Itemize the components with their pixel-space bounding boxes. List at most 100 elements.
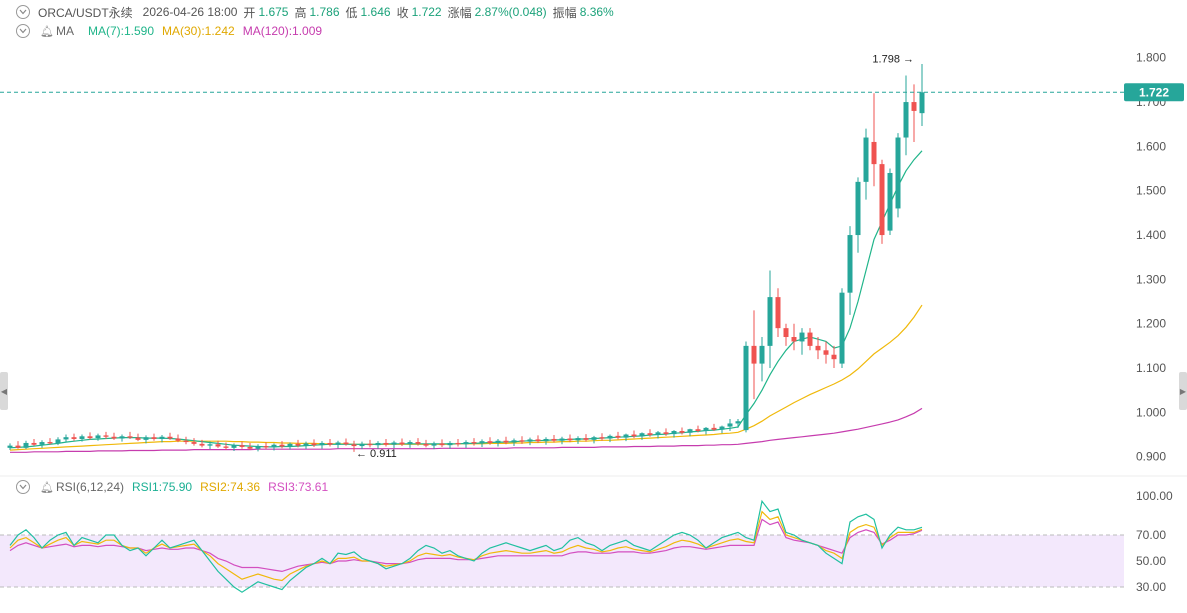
candle-body xyxy=(479,441,485,444)
ma30-line xyxy=(9,304,923,451)
candle-body xyxy=(15,445,21,448)
candle-body xyxy=(543,438,549,442)
candle-body xyxy=(503,440,509,443)
candle-body xyxy=(687,429,693,433)
candle-body xyxy=(911,102,917,111)
candle-body xyxy=(919,92,925,114)
candle-body xyxy=(327,442,333,445)
candle-body xyxy=(359,443,365,447)
candle-body xyxy=(287,443,293,447)
candle-body xyxy=(887,172,893,231)
candle-body xyxy=(767,297,773,346)
candle-body xyxy=(343,442,349,445)
candle-body xyxy=(759,345,765,364)
candle-body xyxy=(583,438,589,440)
candle-body xyxy=(311,443,317,446)
candle-body xyxy=(55,439,61,444)
candle-body xyxy=(111,436,117,439)
candle-body xyxy=(319,442,325,446)
candle-body xyxy=(879,164,885,236)
candle-body xyxy=(527,439,533,442)
candle-body xyxy=(567,438,573,441)
candle-body xyxy=(471,442,477,444)
ma120-line xyxy=(10,407,923,453)
rsi1-line xyxy=(9,499,923,593)
candle-body xyxy=(871,141,877,165)
candle-body xyxy=(535,439,541,442)
candle-body xyxy=(847,235,853,293)
collapse-ma-icon[interactable] xyxy=(16,24,30,38)
open-label: 开 xyxy=(243,5,256,20)
candle-body xyxy=(615,435,621,438)
collapse-rsi-icon[interactable] xyxy=(16,480,30,494)
candle-body xyxy=(903,102,909,138)
alert-bell-icon[interactable]: 🔔︎ xyxy=(40,25,54,38)
rsi-name: RSI(6,12,24) xyxy=(55,480,125,494)
candle-body xyxy=(895,137,901,209)
candle-body xyxy=(303,443,309,446)
candle-body xyxy=(167,436,173,439)
candle-body xyxy=(807,332,813,346)
ma30-legend: MA(30):1.242 xyxy=(162,24,235,38)
price-info-bar: ORCA/USDT永续 2026-04-26 18:00 开 1.675 高 1.7… xyxy=(0,2,614,22)
candle-body xyxy=(831,354,837,360)
candle-body xyxy=(119,436,125,439)
symbol-title: ORCA/USDT永续 xyxy=(38,5,133,20)
candle-body xyxy=(591,437,597,440)
ma-legend: 🔔︎ MA MA(7):1.590 MA(30):1.242 MA(120):1… xyxy=(0,22,322,40)
price-tick-label: 1.100 xyxy=(1136,361,1166,375)
candle-body xyxy=(335,442,341,445)
candle-body xyxy=(191,442,197,444)
candle-body xyxy=(495,440,501,443)
candle-body xyxy=(799,332,805,342)
candle-body xyxy=(599,437,605,439)
candle-body xyxy=(639,433,645,437)
candle-body xyxy=(95,435,101,439)
low-label: 低 xyxy=(345,5,358,20)
change-label: 涨幅 xyxy=(447,5,472,20)
ma120-legend: MA(120):1.009 xyxy=(242,24,323,38)
change-value: 2.87%(0.048) xyxy=(474,5,547,19)
datetime-value: 2026-04-26 18:00 xyxy=(142,5,238,19)
ma-name: MA xyxy=(55,24,74,38)
candle-body xyxy=(695,429,701,431)
price-tick-label: 1.000 xyxy=(1136,405,1166,419)
rsi3-legend: RSI3:73.61 xyxy=(268,480,329,494)
candle-body xyxy=(367,443,373,446)
min-price-label: ← 0.911 xyxy=(356,448,397,460)
candle-body xyxy=(391,442,397,445)
collapse-icon[interactable] xyxy=(16,5,30,19)
scroll-left-handle[interactable]: ◀ xyxy=(0,372,8,410)
candle-body xyxy=(791,337,797,342)
rsi-tick-label: 70.00 xyxy=(1136,528,1166,542)
candle-body xyxy=(647,433,653,435)
open-value: 1.675 xyxy=(258,5,289,19)
candle-body xyxy=(775,297,781,329)
candle-body xyxy=(383,442,389,445)
candle-body xyxy=(47,442,53,444)
rsi-alert-bell-icon[interactable]: 🔔︎ xyxy=(40,481,54,494)
candle-body xyxy=(183,440,189,443)
candle-body xyxy=(407,442,413,445)
candle-body xyxy=(23,442,29,448)
candle-body xyxy=(855,181,861,236)
high-label: 高 xyxy=(294,5,307,20)
candle-body xyxy=(839,292,845,364)
candle-body xyxy=(631,434,637,437)
rsi-tick-label: 100.00 xyxy=(1136,489,1173,503)
candle-body xyxy=(423,443,429,446)
candle-body xyxy=(255,446,261,449)
max-price-label: 1.798 → xyxy=(872,54,914,66)
rsi-legend: 🔔︎ RSI(6,12,24) RSI1:75.90 RSI2:74.36 RS… xyxy=(0,478,328,496)
candle-body xyxy=(31,442,37,445)
scroll-right-handle[interactable]: ▶ xyxy=(1179,372,1187,410)
candle-body xyxy=(679,430,685,433)
candle-body xyxy=(511,440,517,443)
candle-body xyxy=(199,443,205,446)
rsi-tick-label: 30.00 xyxy=(1136,580,1166,594)
candle-body xyxy=(719,426,725,430)
candle-body xyxy=(743,345,749,431)
candle-body xyxy=(415,442,421,444)
candle-body xyxy=(487,441,493,443)
